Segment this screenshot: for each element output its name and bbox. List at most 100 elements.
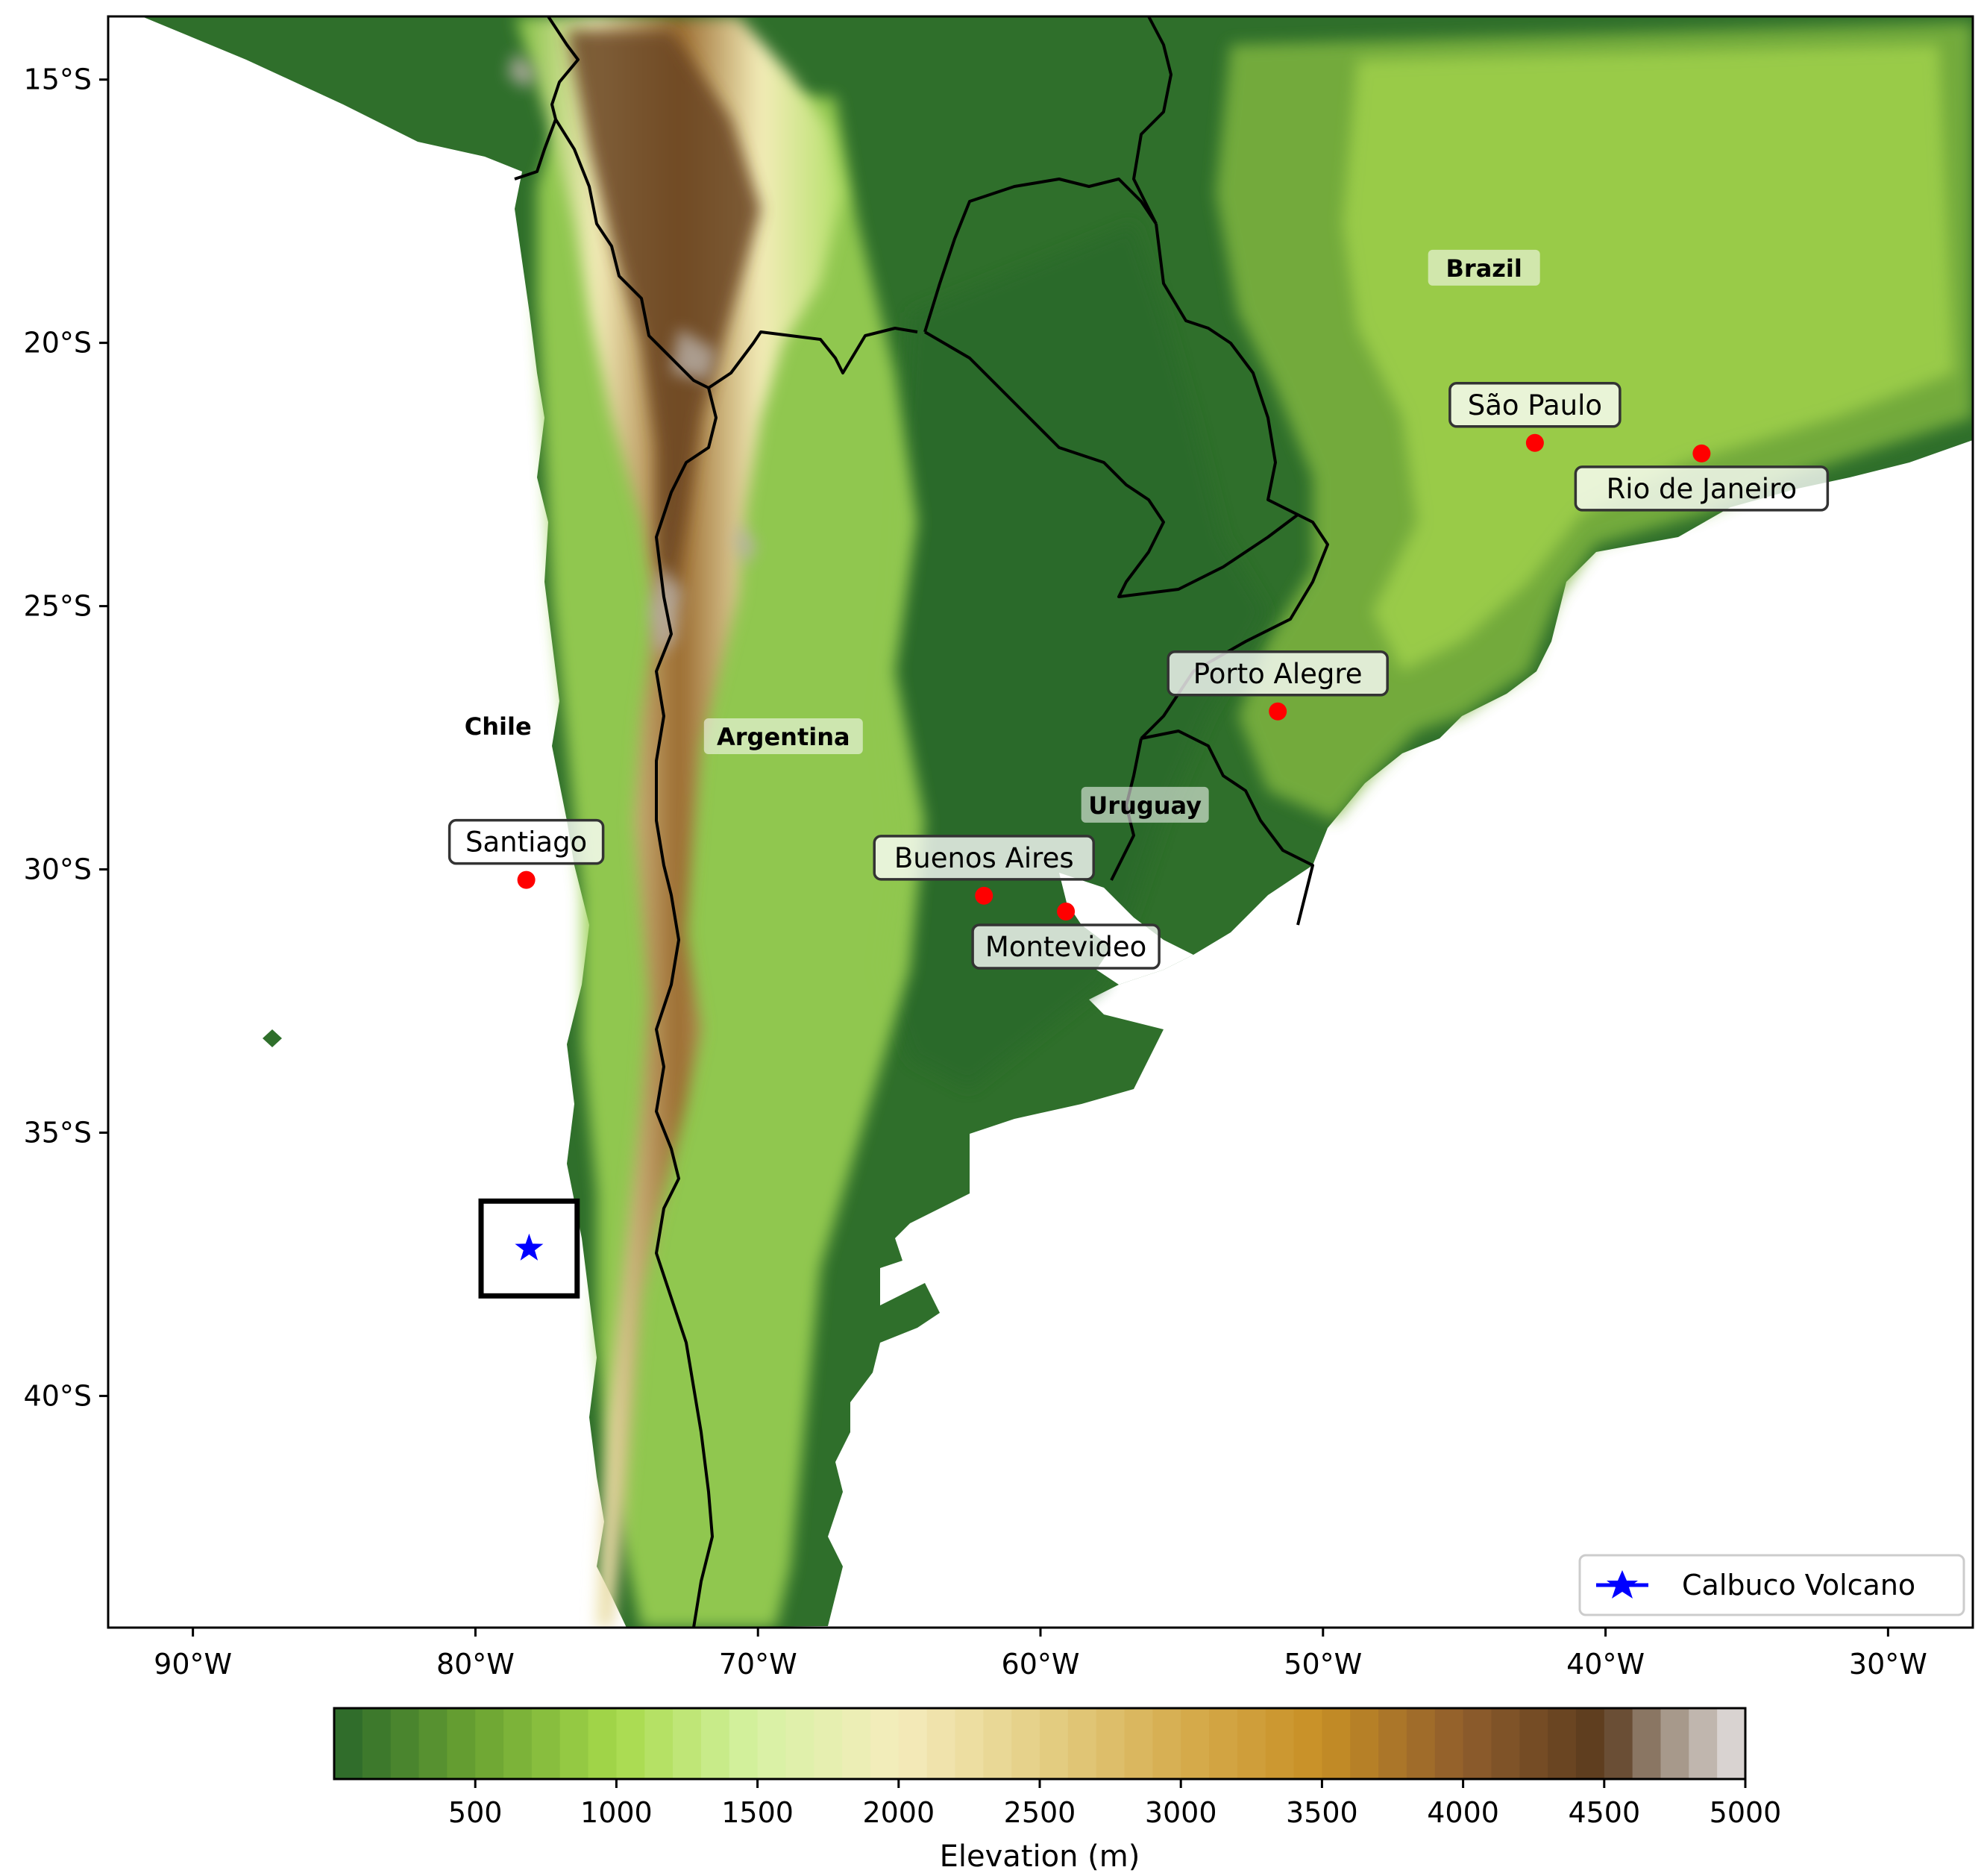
colorbar-cell <box>1604 1708 1633 1779</box>
city-label-box <box>873 835 1095 881</box>
colorbar-cell <box>531 1708 561 1779</box>
colorbar-cell <box>1548 1708 1577 1779</box>
lon-tick-label: 30°W <box>1849 1648 1927 1681</box>
colorbar-cell <box>1660 1708 1689 1779</box>
longitude-ticks: 90°W 80°W 70°W 60°W 50°W 40°W 30°W <box>154 1628 1927 1681</box>
city-label-box <box>971 923 1161 970</box>
colorbar-tick-label: 1000 <box>580 1796 653 1829</box>
colorbar-cell <box>1378 1708 1407 1779</box>
border-bolivia-argentina <box>707 327 918 389</box>
colorbar-cell <box>842 1708 871 1779</box>
country-label-bg <box>1081 786 1209 823</box>
colorbar-cells <box>334 1708 1746 1779</box>
lat-tick-label: 25°S <box>24 590 92 623</box>
city-label: Santiago <box>465 826 587 859</box>
colorbar-cell <box>1689 1708 1718 1779</box>
country-label: Brazil <box>1446 254 1522 283</box>
colorbar: 500 1000 1500 2000 2500 3000 3500 4000 4500 5000 … <box>333 1707 1781 1874</box>
colorbar-cell <box>1575 1708 1605 1779</box>
colorbar-tick-label: 4500 <box>1568 1796 1640 1829</box>
colorbar-cell <box>1717 1708 1746 1779</box>
colorbar-cell <box>955 1708 984 1779</box>
lon-tick-label: 80°W <box>436 1648 515 1681</box>
altiplano-peaks <box>567 30 761 612</box>
country-label-bg <box>703 718 863 755</box>
volcano-star-icon <box>515 1233 544 1261</box>
colorbar-tick-label: 3000 <box>1145 1796 1217 1829</box>
colorbar-cell <box>334 1708 363 1779</box>
pacific-island <box>263 1029 282 1047</box>
colorbar-tick-label: 1500 <box>721 1796 794 1829</box>
colorbar-cell <box>390 1708 420 1779</box>
study-area-box <box>478 1198 580 1299</box>
city-label-box <box>1448 382 1622 428</box>
legend-label: Calbuco Volcano <box>1682 1569 1915 1601</box>
border-paraguay-brazil <box>1132 16 1172 225</box>
colorbar-cell <box>898 1708 928 1779</box>
colorbar-cell <box>1152 1708 1181 1779</box>
colorbar-cell <box>673 1708 702 1779</box>
colorbar-label: Elevation (m) <box>940 1839 1140 1874</box>
colorbar-cell <box>1322 1708 1351 1779</box>
city-label: Buenos Aires <box>894 842 1074 874</box>
colorbar-cell <box>1209 1708 1238 1779</box>
colorbar-cell <box>1491 1708 1520 1779</box>
colorbar-cell <box>1265 1708 1295 1779</box>
country-label: Argentina <box>717 723 850 751</box>
city-dot <box>517 870 536 889</box>
brazil-upland-patches <box>1343 45 1954 671</box>
lon-tick-label: 60°W <box>1002 1648 1080 1681</box>
lat-tick-label: 30°S <box>24 853 92 886</box>
city-markers: Santiago Buenos Aires Montevideo Porto Aleg… <box>448 382 1830 970</box>
snow-peaks <box>507 52 757 656</box>
lon-tick-label: 50°W <box>1284 1648 1362 1681</box>
city-label: Porto Alegre <box>1193 658 1363 690</box>
colorbar-cell <box>757 1708 787 1779</box>
colorbar-tick-label: 500 <box>448 1796 503 1829</box>
city-dot <box>1692 444 1711 462</box>
colorbar-tick-label: 4000 <box>1427 1796 1499 1829</box>
border-paraguay-brazil-east <box>1155 223 1299 516</box>
colorbar-cell <box>1011 1708 1040 1779</box>
colorbar-cell <box>983 1708 1012 1779</box>
latitude-ticks: 15°S 20°S 25°S 30°S 35°S 40°S <box>24 63 108 1412</box>
colorbar-cell <box>785 1708 814 1779</box>
country-label: Chile <box>465 712 532 741</box>
colorbar-cell <box>1237 1708 1266 1779</box>
border-paraguay-argentina <box>923 330 1329 740</box>
colorbar-cell <box>1067 1708 1097 1779</box>
colorbar-cell <box>1124 1708 1153 1779</box>
colorbar-tick-label: 5000 <box>1710 1796 1782 1829</box>
city-label: Rio de Janeiro <box>1607 473 1798 505</box>
colorbar-cell <box>1406 1708 1436 1779</box>
border-chile-peru-bolivia <box>514 16 580 181</box>
colorbar-cell <box>1434 1708 1464 1779</box>
country-label: Uruguay <box>1088 791 1202 820</box>
city-label-box <box>448 818 605 865</box>
legend-star-icon <box>1607 1570 1638 1599</box>
colorbar-cell <box>1519 1708 1548 1779</box>
legend: Calbuco Volcano <box>1578 1554 1965 1616</box>
lat-tick-label: 20°S <box>24 327 92 360</box>
border-chile-bolivia-argentina <box>554 118 718 1628</box>
lon-tick-label: 70°W <box>719 1648 797 1681</box>
colorbar-ticks: 500 1000 1500 2000 2500 3000 3500 4000 4500 5000 <box>448 1779 1781 1829</box>
colorbar-cell <box>700 1708 730 1779</box>
colorbar-cell <box>418 1708 448 1779</box>
lat-tick-label: 15°S <box>24 63 92 96</box>
colorbar-tick-label: 2500 <box>1004 1796 1076 1829</box>
city-label-box <box>1167 650 1389 697</box>
lat-tick-label: 35°S <box>24 1116 92 1149</box>
colorbar-cell <box>1632 1708 1662 1779</box>
andes-cordillera <box>515 16 843 1628</box>
legend-box <box>1578 1554 1965 1616</box>
lat-tick-label: 40°S <box>24 1379 92 1412</box>
city-dot <box>975 886 993 905</box>
colorbar-cell <box>475 1708 504 1779</box>
colorbar-cell <box>926 1708 956 1779</box>
colorbar-cell <box>1096 1708 1126 1779</box>
colorbar-cell <box>1181 1708 1210 1779</box>
city-dot <box>1525 433 1544 452</box>
city-label-box <box>1574 465 1830 512</box>
